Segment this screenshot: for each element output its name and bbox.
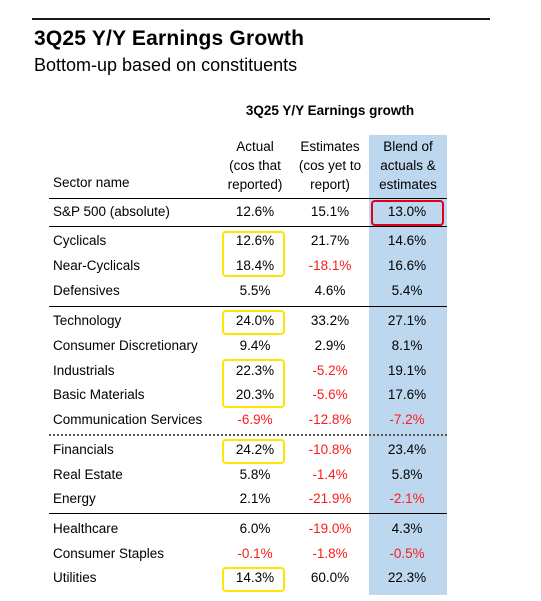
blend-value: 5.8% xyxy=(391,467,423,482)
blend-column-background xyxy=(369,135,447,595)
estimates-value: 33.2% xyxy=(310,313,350,328)
table-row: Defensives 5.5% 4.6% 5.4% xyxy=(0,280,541,304)
table-row: Near-Cyclicals 18.4% -18.1% 16.6% xyxy=(0,255,541,279)
blend-column-header: Blend of actuals & estimates xyxy=(379,139,437,192)
sector-name: Cyclicals xyxy=(53,233,107,248)
table-row: Technology 24.0% 33.2% 27.1% xyxy=(0,310,541,334)
yellow-highlight-box xyxy=(222,310,285,335)
sector-name: Communication Services xyxy=(53,412,203,427)
page-subtitle: Bottom-up based on constituents xyxy=(34,55,298,75)
sector-name: S&P 500 (absolute) xyxy=(53,204,170,219)
sector-column-header: Sector name xyxy=(53,175,130,190)
sector-name: Consumer Staples xyxy=(53,546,165,561)
estimates-value: -18.1% xyxy=(308,258,352,273)
estimates-value: -5.6% xyxy=(312,387,348,402)
blend-value: 8.1% xyxy=(391,338,423,353)
actual-value: 2.1% xyxy=(239,491,271,506)
actual-value: 5.5% xyxy=(239,283,271,298)
top-rule xyxy=(32,18,490,20)
blend-value: 14.6% xyxy=(387,233,427,248)
sector-name: Real Estate xyxy=(53,467,123,482)
estimates-value: -10.8% xyxy=(308,442,352,457)
estimates-value: -1.8% xyxy=(312,546,348,561)
estimates-value: 60.0% xyxy=(310,570,350,585)
actual-value: -6.9% xyxy=(237,412,273,427)
estimates-value: -1.4% xyxy=(312,467,348,482)
blend-value: 19.1% xyxy=(387,363,427,378)
table-row: Consumer Discretionary 9.4% 2.9% 8.1% xyxy=(0,335,541,359)
estimates-value: -21.9% xyxy=(308,491,352,506)
blend-value: 27.1% xyxy=(387,313,427,328)
yellow-highlight-box xyxy=(222,231,285,277)
table-row: Financials 24.2% -10.8% 23.4% xyxy=(0,439,541,463)
sector-name: Basic Materials xyxy=(53,387,145,402)
estimates-value: 4.6% xyxy=(314,283,346,298)
actual-value: 24.2% xyxy=(235,442,275,457)
blend-value: -7.2% xyxy=(389,412,425,427)
group-divider xyxy=(49,306,447,307)
blend-value: 22.3% xyxy=(387,570,427,585)
blend-value: 4.3% xyxy=(391,521,423,536)
actual-value: 20.3% xyxy=(235,387,275,402)
page-title: 3Q25 Y/Y Earnings Growth xyxy=(34,27,305,50)
table-row: Cyclicals 12.6% 21.7% 14.6% xyxy=(0,230,541,254)
sector-name: Defensives xyxy=(53,283,120,298)
header-divider xyxy=(49,198,447,199)
sector-name: Near-Cyclicals xyxy=(53,258,141,273)
blend-value: 5.4% xyxy=(391,283,423,298)
yellow-highlight-box xyxy=(222,567,285,592)
blend-value: 17.6% xyxy=(387,387,427,402)
actual-value: 14.3% xyxy=(235,570,275,585)
table-row: Industrials 22.3% -5.2% 19.1% xyxy=(0,360,541,384)
estimates-value: -5.2% xyxy=(312,363,348,378)
group-header: 3Q25 Y/Y Earnings growth xyxy=(245,103,415,118)
table-row: Communication Services -6.9% -12.8% -7.2% xyxy=(0,409,541,433)
actual-value: 12.6% xyxy=(235,233,275,248)
sector-name: Technology xyxy=(53,313,122,328)
blend-value: 13.0% xyxy=(387,204,427,219)
estimates-value: -12.8% xyxy=(308,412,352,427)
actual-value: 18.4% xyxy=(235,258,275,273)
sector-name: Financials xyxy=(53,442,114,457)
estimates-value: 21.7% xyxy=(310,233,350,248)
blend-value: 16.6% xyxy=(387,258,427,273)
yellow-highlight-box xyxy=(222,439,285,464)
group-divider xyxy=(49,513,447,514)
group-divider xyxy=(49,226,447,227)
sector-name: Utilities xyxy=(53,570,97,585)
actual-value: 12.6% xyxy=(235,204,275,219)
estimates-value: 15.1% xyxy=(310,204,350,219)
estimates-value: 2.9% xyxy=(314,338,346,353)
table-row: Healthcare 6.0% -19.0% 4.3% xyxy=(0,518,541,542)
blend-value: -2.1% xyxy=(389,491,425,506)
table-row: S&P 500 (absolute) 12.6% 15.1% 13.0% xyxy=(0,201,541,225)
sector-name: Healthcare xyxy=(53,521,119,536)
table-row: Real Estate 5.8% -1.4% 5.8% xyxy=(0,464,541,488)
estimates-column-header: Estimates (cos yet to report) xyxy=(298,139,362,192)
red-highlight-box xyxy=(371,200,444,226)
actual-value: 9.4% xyxy=(239,338,271,353)
dotted-divider xyxy=(49,434,447,436)
actual-value: 24.0% xyxy=(235,313,275,328)
sector-name: Consumer Discretionary xyxy=(53,338,198,353)
actual-value: 6.0% xyxy=(239,521,271,536)
actual-value: 5.8% xyxy=(239,467,271,482)
sector-name: Industrials xyxy=(53,363,115,378)
table-row: Consumer Staples -0.1% -1.8% -0.5% xyxy=(0,543,541,567)
table-row: Basic Materials 20.3% -5.6% 17.6% xyxy=(0,384,541,408)
actual-value: 22.3% xyxy=(235,363,275,378)
blend-value: 23.4% xyxy=(387,442,427,457)
table-row: Utilities 14.3% 60.0% 22.3% xyxy=(0,567,541,591)
actual-value: -0.1% xyxy=(237,546,273,561)
blend-value: -0.5% xyxy=(389,546,425,561)
actual-column-header: Actual (cos that reported) xyxy=(227,139,283,192)
sector-name: Energy xyxy=(53,491,96,506)
yellow-highlight-box xyxy=(222,359,285,408)
table-row: Energy 2.1% -21.9% -2.1% xyxy=(0,488,541,512)
estimates-value: -19.0% xyxy=(308,521,352,536)
